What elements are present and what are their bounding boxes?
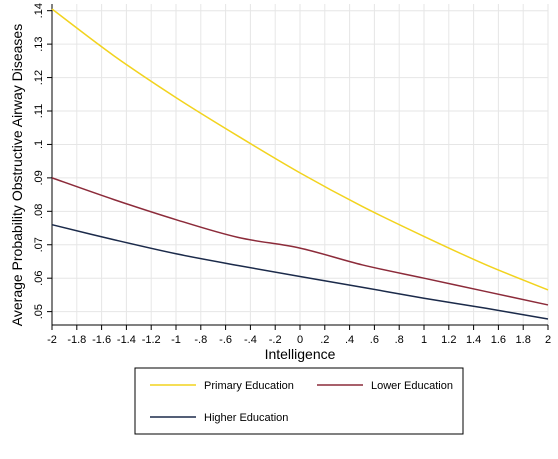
- y-tick-label: .05: [33, 304, 45, 319]
- y-tick-label: .08: [33, 204, 45, 219]
- x-tick-label: -1.2: [142, 334, 161, 346]
- x-axis-label: Intelligence: [265, 346, 336, 362]
- x-tick-label: 0: [297, 334, 303, 346]
- y-tick-label: .14: [33, 3, 45, 18]
- y-tick-label: .1: [33, 140, 45, 149]
- legend-label-lower-education: Lower Education: [371, 380, 453, 392]
- y-tick-label: .13: [33, 36, 45, 51]
- series-lines: [51, 8, 549, 320]
- y-tick-label: .12: [33, 70, 45, 85]
- x-tick-label: 1.2: [441, 334, 456, 346]
- x-tick-label: -2: [47, 334, 57, 346]
- x-tick-label: 1.4: [466, 334, 481, 346]
- x-tick-label: 1.6: [491, 334, 506, 346]
- x-tick-label: .6: [370, 334, 379, 346]
- y-tick-label: .07: [33, 237, 45, 252]
- grid-lines: [51, 4, 549, 325]
- x-tick-label: -1: [171, 334, 181, 346]
- x-tick-label: -.4: [244, 334, 257, 346]
- axes: [47, 4, 549, 330]
- x-tick-label: -.8: [194, 334, 207, 346]
- x-tick-label: 1.8: [516, 334, 531, 346]
- x-tick-label: .8: [395, 334, 404, 346]
- legend: Primary Education Lower Education Higher E…: [134, 367, 464, 435]
- x-tick-label: -1.6: [92, 334, 111, 346]
- legend-box: [134, 367, 464, 435]
- y-tick-label: .09: [33, 170, 45, 185]
- x-tick-label: -.6: [219, 334, 232, 346]
- x-tick-label: -1.4: [117, 334, 136, 346]
- x-tick-label: .2: [320, 334, 329, 346]
- legend-label-higher-education: Higher Education: [204, 412, 288, 424]
- tick-labels: -2 -1.8 -1.6 -1.4 -1.2 -1 -.8 -.6 -.4 -.2 0 .2 .4 .6.…: [33, 3, 551, 346]
- series-line-primary-education: [51, 8, 549, 291]
- x-tick-label: -.2: [269, 334, 282, 346]
- legend-label-primary-education: Primary Education: [204, 380, 294, 392]
- x-tick-label: .4: [345, 334, 354, 346]
- x-tick-label: -1.8: [67, 334, 86, 346]
- x-tick-label: 1: [421, 334, 427, 346]
- x-tick-label: 2: [545, 334, 551, 346]
- series-line-higher-education: [51, 223, 549, 320]
- y-tick-label: .11: [33, 104, 45, 118]
- series-line-lower-education: [51, 177, 549, 306]
- y-tick-label: .06: [33, 271, 45, 286]
- y-axis-label: Average Probability Obstructive Airway D…: [9, 24, 25, 326]
